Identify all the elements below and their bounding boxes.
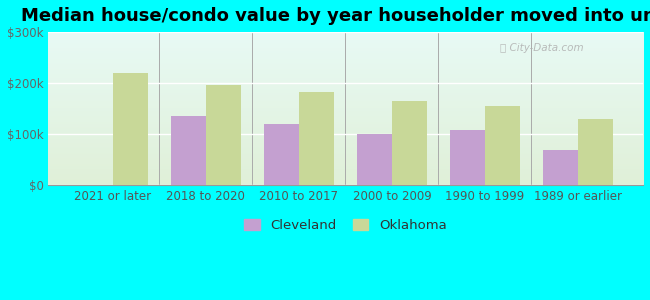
Bar <box>578 119 614 185</box>
Legend: Cleveland, Oklahoma: Cleveland, Oklahoma <box>240 215 450 236</box>
Bar <box>113 73 148 185</box>
Bar <box>392 101 427 185</box>
Bar <box>170 116 206 185</box>
Bar <box>485 106 520 185</box>
Bar <box>450 130 485 185</box>
Bar <box>299 92 334 185</box>
Bar <box>357 134 392 185</box>
Bar <box>263 124 299 185</box>
Bar <box>543 150 578 185</box>
Title: Median house/condo value by year householder moved into unit: Median house/condo value by year househo… <box>21 7 650 25</box>
Text: ⓘ City-Data.com: ⓘ City-Data.com <box>500 43 584 53</box>
Bar <box>206 85 241 185</box>
